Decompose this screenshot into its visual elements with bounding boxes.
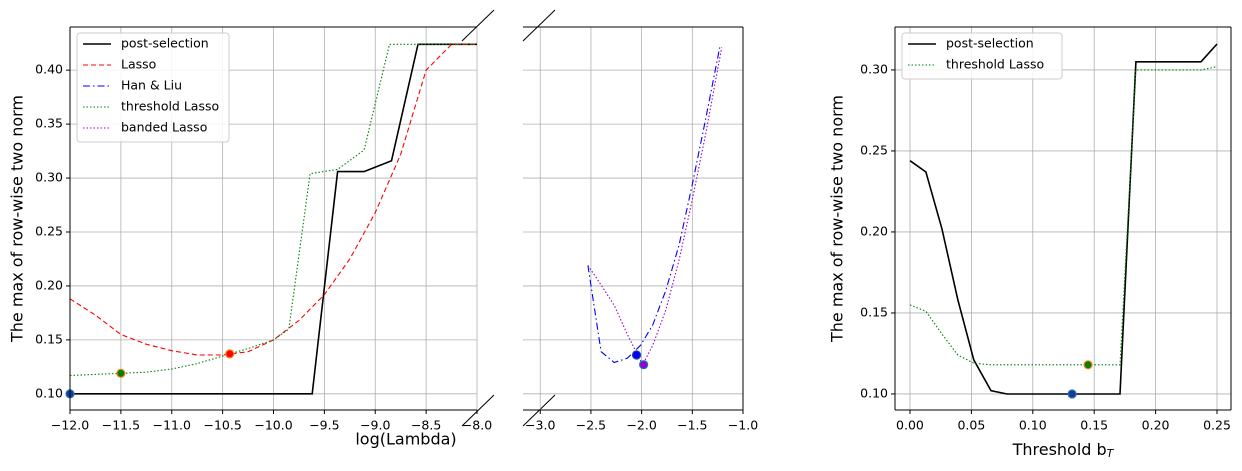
legend-label: post-selection [946, 36, 1034, 51]
x-tick-label: −2.5 [576, 418, 606, 433]
highlight-point [225, 349, 235, 359]
x-tick-label: −9.0 [360, 418, 390, 433]
legend-box [76, 32, 230, 143]
x-tick-label: −2.0 [626, 418, 656, 433]
y-tick-label: 0.40 [35, 62, 63, 77]
break-mark [461, 394, 495, 427]
y-tick-label: 0.25 [35, 223, 63, 238]
y-tick-label: 0.15 [35, 331, 63, 346]
legend-box [901, 32, 1063, 80]
x-tick-label: −8.0 [462, 418, 492, 433]
legend: post-selection threshold Lasso [901, 32, 1063, 80]
x-tick-label: −11.0 [153, 418, 191, 433]
highlight-point [639, 360, 649, 370]
y-tick-label: 0.15 [860, 304, 888, 319]
y-tick-label: 0.20 [35, 277, 63, 292]
y-tick-label: 0.10 [860, 385, 888, 400]
x-axis-label: Threshold bT [1012, 440, 1115, 461]
y-tick-label: 0.30 [35, 170, 63, 185]
x-tick-label: 0.10 [1019, 418, 1047, 433]
x-axis-label: log(Lambda) [355, 430, 456, 449]
legend-label: banded Lasso [121, 120, 207, 135]
legend-label: Han & Liu [121, 78, 182, 93]
panel: 0.10 0.15 0.20 0.25 0.30 0.00 0.05 0.10 0.15 0.20… [828, 26, 1232, 461]
x-tick-label: −3.0 [525, 418, 555, 433]
x-axis-label-subscript: T [1107, 447, 1115, 460]
x-tick-label: −10.0 [254, 418, 292, 433]
series-line [587, 47, 721, 364]
y-tick-label: 0.30 [860, 61, 888, 76]
y-tick-label: 0.25 [860, 142, 888, 157]
y-axis-label: The max of row-wise two norm [8, 95, 27, 343]
highlight-point [116, 368, 126, 378]
y-tick-label: 0.35 [35, 116, 63, 131]
legend-label: threshold Lasso [121, 99, 219, 114]
legend-label: post-selection [121, 36, 209, 51]
panel: 0.10 0.15 0.20 0.25 0.30 0.35 0.40 −12.0 −11.5 −1… [8, 26, 492, 449]
x-tick-label: 0.00 [896, 418, 924, 433]
panel: −3.0 −2.5 −2.0 −1.5 −1.0 [523, 26, 758, 433]
x-tick-label: −10.5 [203, 418, 241, 433]
x-tick-label: −1.0 [728, 418, 758, 433]
break-mark [522, 9, 556, 42]
x-tick-label: 0.15 [1080, 418, 1108, 433]
y-tick-label: 0.20 [860, 223, 888, 238]
x-tick-label: −8.5 [411, 418, 441, 433]
series-line [587, 47, 723, 366]
x-tick-label: 0.05 [957, 418, 985, 433]
y-tick-label: 0.10 [35, 385, 63, 400]
highlight-point [1067, 389, 1077, 399]
x-tick-label: −9.5 [309, 418, 339, 433]
legend: post-selection Lasso Han & Liu threshold La… [76, 32, 230, 143]
x-tick-label: −12.0 [51, 418, 89, 433]
x-tick-label: 0.25 [1203, 418, 1231, 433]
x-tick-label: 0.20 [1142, 418, 1170, 433]
y-axis-label: The max of row-wise two norm [828, 95, 847, 343]
x-tick-label: −1.5 [677, 418, 707, 433]
x-axis-label-text: Threshold b [1012, 440, 1107, 459]
break-mark [461, 9, 495, 42]
x-tick-label: −11.5 [102, 418, 140, 433]
legend-label: threshold Lasso [946, 57, 1044, 72]
highlight-point [631, 350, 642, 360]
series-line [909, 43, 1218, 395]
highlight-point [1083, 360, 1093, 370]
legend-label: Lasso [121, 57, 156, 72]
